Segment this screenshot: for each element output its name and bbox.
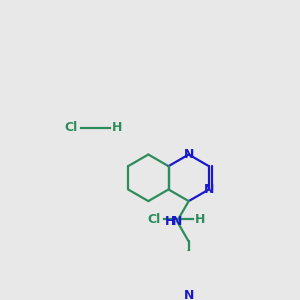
Text: N: N [184, 289, 194, 300]
Text: H: H [165, 215, 176, 228]
Text: N: N [184, 148, 194, 161]
Text: H: H [195, 213, 205, 226]
Text: N: N [204, 183, 214, 196]
Text: N: N [172, 215, 182, 228]
Text: H: H [112, 122, 122, 134]
Text: Cl: Cl [148, 213, 161, 226]
Text: Cl: Cl [64, 122, 78, 134]
